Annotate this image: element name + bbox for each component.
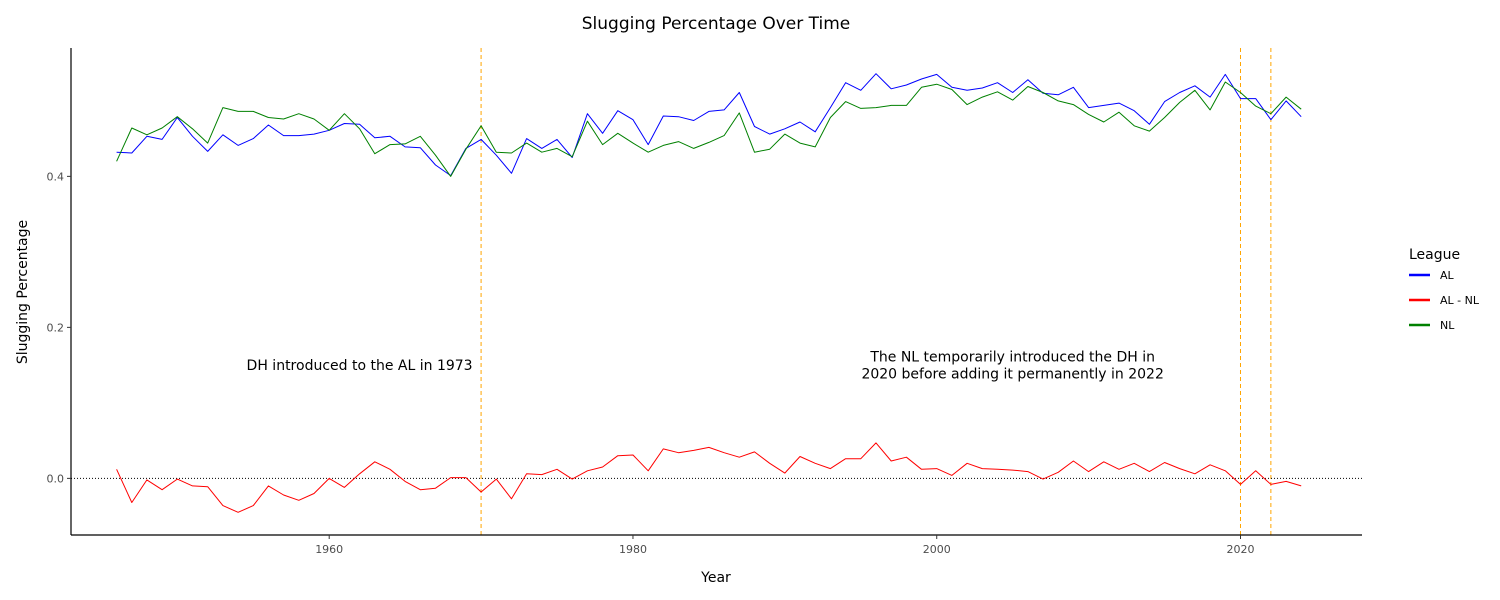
chart-title: Slugging Percentage Over Time	[582, 14, 851, 34]
series-line-al	[116, 73, 1302, 177]
legend-label-al: AL	[1440, 269, 1455, 282]
annotation-2-line-2: 2020 before adding it permanently in 202…	[861, 367, 1163, 383]
series-lines	[116, 73, 1302, 513]
annotations: DH introduced to the AL in 1973 The NL te…	[247, 350, 1164, 383]
y-tick-label: 0.2	[47, 321, 65, 334]
x-axis-ticks: 1960 1980 2000 2020	[315, 535, 1254, 556]
legend-label-al-nl: AL - NL	[1440, 294, 1480, 307]
legend-title: League	[1409, 247, 1460, 263]
legend-label-nl: NL	[1440, 319, 1455, 332]
annotation-1-line-1: DH introduced to the AL in 1973	[247, 358, 473, 374]
x-tick-label: 2000	[923, 543, 951, 556]
series-line-nl	[116, 81, 1302, 177]
y-axis-title: Slugging Percentage	[15, 220, 31, 364]
vertical-reference-lines	[480, 48, 1272, 535]
y-tick-label: 0.4	[47, 170, 65, 183]
legend: League AL AL - NL NL	[1409, 247, 1480, 332]
y-axis-ticks: 0.0 0.2 0.4	[47, 170, 71, 485]
x-tick-label: 1960	[315, 543, 343, 556]
y-tick-label: 0.0	[47, 472, 65, 485]
x-tick-label: 2020	[1226, 543, 1254, 556]
series-line-al-nl	[116, 442, 1302, 513]
x-tick-label: 1980	[619, 543, 647, 556]
x-axis-title: Year	[700, 570, 731, 586]
annotation-2-line-1: The NL temporarily introduced the DH in	[869, 350, 1155, 366]
